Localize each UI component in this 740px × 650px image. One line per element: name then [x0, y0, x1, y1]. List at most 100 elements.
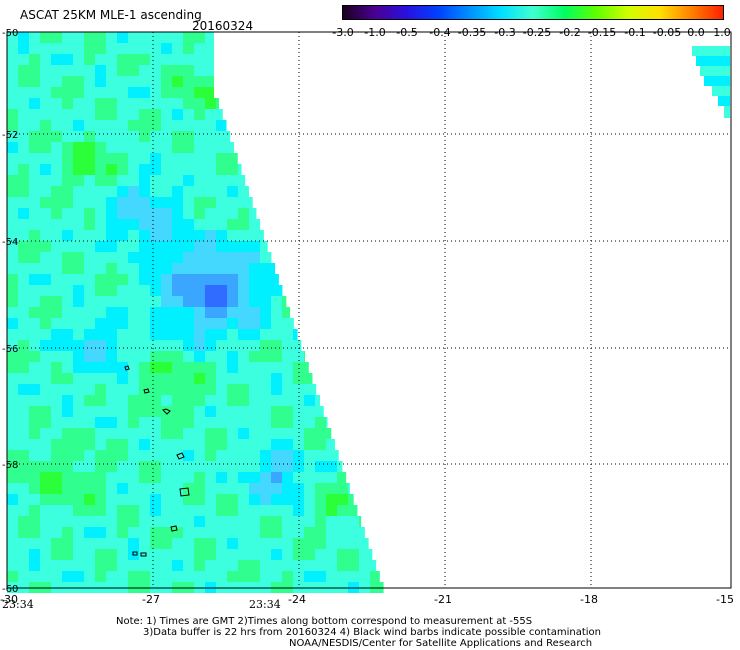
swath-cell [7, 197, 18, 208]
swath-cell [315, 417, 326, 428]
swath-cell [194, 450, 205, 461]
swath-cell [260, 263, 271, 274]
swath-cell [194, 142, 205, 153]
swath-cell [227, 527, 238, 538]
swath-cell [194, 362, 205, 373]
swath-cell [304, 527, 315, 538]
swath-cell [7, 494, 18, 505]
swath-cell [117, 263, 128, 274]
swath-cell [40, 538, 51, 549]
swath-cell [293, 329, 298, 340]
swath-cell [348, 538, 359, 549]
swath-cell [51, 296, 62, 307]
swath-cell [29, 461, 40, 472]
swath-cell [106, 373, 117, 384]
swath-cell [150, 450, 161, 461]
swath-cell [84, 296, 95, 307]
swath-cell [304, 428, 315, 439]
swath-cell [194, 109, 205, 120]
map-frame [6, 31, 732, 589]
swath-cell [260, 439, 271, 450]
swath-cell [205, 527, 216, 538]
swath-cell [271, 461, 282, 472]
swath-cell [227, 318, 238, 329]
swath-cell [128, 516, 139, 527]
swath-cell [29, 395, 40, 406]
swath-cell [238, 340, 249, 351]
swath-cell [227, 186, 238, 197]
swath-cell [40, 65, 51, 76]
swath-cell [51, 318, 62, 329]
swath-cell [183, 263, 194, 274]
note-line: NOAA/NESDIS/Center for Satellite Applica… [289, 638, 593, 649]
swath-cell [51, 384, 62, 395]
swath-cell [84, 340, 95, 351]
swath-cell [216, 274, 227, 285]
swath-cell [227, 296, 238, 307]
swath-cell [73, 406, 84, 417]
swath-cell [227, 241, 238, 252]
swath-cell [359, 571, 370, 582]
swath-cell [194, 98, 205, 109]
swath-cell [18, 241, 29, 252]
swath-cell [315, 428, 326, 439]
swath-cell [139, 428, 150, 439]
swath-cell [128, 307, 139, 318]
swath-cell [238, 186, 249, 197]
swath-cell [51, 32, 62, 43]
swath-cell [194, 307, 205, 318]
swath-cell [238, 472, 249, 483]
swath-cell [227, 285, 238, 296]
swath-cell [95, 527, 106, 538]
swath-cell [62, 472, 73, 483]
swath-cell [95, 120, 106, 131]
swath-cell [84, 197, 95, 208]
swath-cell [150, 329, 161, 340]
swath-cell [238, 197, 249, 208]
swath-cell [84, 65, 95, 76]
swath-cell [7, 571, 18, 582]
swath-cell [194, 406, 205, 417]
swath-cell [161, 384, 172, 395]
swath-cell [315, 571, 326, 582]
swath-cell [84, 549, 95, 560]
swath-cell [106, 43, 117, 54]
swath-cell [18, 527, 29, 538]
swath-cell [18, 461, 29, 472]
swath-cell [40, 461, 51, 472]
swath-cell [238, 527, 249, 538]
swath-cell [62, 164, 73, 175]
swath-cell [271, 340, 282, 351]
swath-cell [172, 472, 183, 483]
swath-cell [18, 142, 29, 153]
swath-cell [271, 450, 282, 461]
swath-cell [172, 241, 183, 252]
swath-cell [194, 351, 205, 362]
swath-cell [227, 164, 238, 175]
swath-cell [282, 472, 293, 483]
swath-cell [139, 175, 150, 186]
swath-cell [18, 362, 29, 373]
swath-cell [183, 373, 194, 384]
swath-cell [51, 516, 62, 527]
swath-cell [62, 439, 73, 450]
swath-cell [40, 516, 51, 527]
swath-cell [194, 87, 205, 98]
swath-cell [183, 274, 194, 285]
swath-cell [718, 96, 730, 106]
swath-cell [139, 274, 150, 285]
swath-cell [40, 340, 51, 351]
swath-cell [95, 483, 106, 494]
swath-cell [73, 527, 84, 538]
swath-cell [260, 351, 271, 362]
swath-cell [18, 208, 29, 219]
swath-cell [73, 54, 84, 65]
swath-cell [7, 406, 18, 417]
swath-cell [172, 560, 183, 571]
swath-cell [260, 362, 271, 373]
swath-cell [216, 329, 227, 340]
swath-cell [128, 395, 139, 406]
swath-cell [183, 571, 194, 582]
swath-cell [73, 538, 84, 549]
swath-cell [117, 351, 128, 362]
